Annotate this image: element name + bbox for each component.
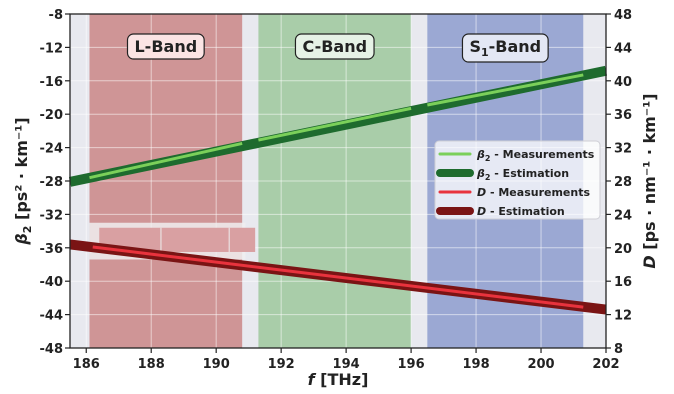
x-tick-label: 200 — [527, 357, 554, 372]
x-tick-label: 186 — [73, 357, 100, 372]
band-label-text: L-Band — [134, 37, 197, 56]
band-label-1: C-Band — [294, 33, 375, 60]
legend-label-rest: - Measurements — [490, 148, 594, 161]
y-right-tick-label: 20 — [614, 242, 632, 257]
series-line-0 — [89, 141, 243, 180]
y-left-tick-label: -24 — [40, 142, 64, 157]
series-line-0-segment-1 — [427, 73, 584, 107]
y-right-tick-label: 44 — [614, 41, 632, 56]
series-layer — [68, 65, 608, 315]
x-tick-label: 202 — [592, 357, 619, 372]
x-axis-label-unit: [THz] — [315, 370, 369, 389]
y-right-tick-label: 28 — [614, 175, 632, 190]
legend-label: β2 - Estimation — [476, 167, 569, 182]
legend-entry-3: D - Estimation — [436, 205, 565, 218]
x-tick-label: 188 — [138, 357, 165, 372]
x-tick-label: 196 — [398, 357, 425, 372]
band-labels-layer: L-Band C-Band S1-Band — [126, 33, 549, 63]
legend-entry-2: D - Measurements — [438, 186, 590, 199]
band-label-suffix: -Band — [489, 37, 541, 56]
y-left-tick-label: -36 — [40, 242, 64, 257]
x-tick-label: 192 — [268, 357, 295, 372]
legend-label-rest: - Measurements — [486, 186, 590, 199]
y-right-tick-label: 40 — [614, 75, 632, 90]
legend-label: D - Estimation — [477, 205, 565, 218]
band-label-sub: 1 — [481, 46, 489, 59]
band-label-box — [461, 33, 549, 63]
y-left-axis-ticks: -48 -44 -40 -36 -32 -28 -24 -20 -16 -12 -8 — [40, 8, 70, 357]
band-label-2: S1-Band — [461, 33, 549, 63]
y-right-axis-label: D [ps · nm⁻¹ · km⁻¹] — [640, 93, 659, 268]
y-right-tick-label: 12 — [614, 309, 632, 324]
band-label-box — [126, 33, 205, 60]
y-right-tick-label: 36 — [614, 108, 632, 123]
x-tick-label: 194 — [333, 357, 360, 372]
legend-label-symbol: β — [476, 167, 485, 180]
legend-label-symbol: β — [476, 148, 485, 161]
legend-label-symbol: D — [477, 186, 486, 199]
y-right-tick-label: 16 — [614, 275, 632, 290]
band-label-main: L-Band — [134, 37, 197, 56]
legend-label-sub: 2 — [485, 154, 491, 163]
y-left-axis-label-unit: [ps² · km⁻¹] — [12, 117, 31, 225]
legend-label-rest: - Estimation — [486, 205, 565, 218]
series-line-0-segment-0 — [258, 106, 412, 142]
x-axis-label: f [THz] — [308, 370, 369, 389]
y-left-tick-label: -20 — [40, 108, 64, 123]
y-left-tick-label: -40 — [40, 275, 64, 290]
band-label-main: C-Band — [302, 37, 367, 56]
y-right-axis-label-symbol: D — [640, 255, 659, 268]
x-tick-label: 198 — [462, 357, 489, 372]
band-label-text: S1-Band — [469, 37, 541, 59]
band-label-main: S — [469, 37, 481, 56]
y-left-tick-label: -28 — [40, 175, 64, 190]
y-right-axis-ticks: 8 12 16 20 24 28 32 36 40 44 48 — [606, 8, 632, 357]
band-label-text: C-Band — [302, 37, 367, 56]
legend-label: β2 - Measurements — [476, 148, 595, 163]
x-axis-ticks: 186 188 190 192 194 196 198 200 202 — [73, 348, 620, 372]
y-left-tick-label: -8 — [49, 8, 63, 23]
y-right-axis-label-unit: [ps · nm⁻¹ · km⁻¹] — [640, 93, 659, 255]
y-left-axis-label-symbol: β — [12, 233, 31, 245]
series-line-2 — [92, 245, 584, 309]
x-axis-label-symbol: f — [308, 370, 317, 389]
y-left-axis-label: β2 [ps² · km⁻¹] — [12, 117, 34, 245]
y-left-tick-label: -32 — [40, 208, 64, 223]
y-left-axis-label-sub: 2 — [21, 226, 34, 234]
y-left-tick-label: -12 — [40, 41, 64, 56]
legend-label-symbol: D — [477, 205, 486, 218]
legend-entry-0: β2 - Measurements — [438, 148, 595, 163]
y-right-tick-label: 24 — [614, 208, 632, 223]
legend-label-rest: - Estimation — [490, 167, 569, 180]
legend-entry-1: β2 - Estimation — [436, 167, 569, 182]
y-right-tick-label: 8 — [614, 342, 623, 357]
y-left-tick-label: -48 — [40, 342, 64, 357]
band-label-box — [294, 33, 375, 60]
legend-label: D - Measurements — [477, 186, 590, 199]
y-right-tick-label: 32 — [614, 142, 632, 157]
y-right-tick-label: 48 — [614, 8, 632, 23]
legend-box — [434, 140, 601, 220]
y-left-tick-label: -44 — [40, 309, 64, 324]
y-left-tick-label: -16 — [40, 75, 64, 90]
legend-label-sub: 2 — [485, 173, 491, 182]
x-tick-label: 190 — [203, 357, 230, 372]
band-label-0: L-Band — [126, 33, 205, 60]
